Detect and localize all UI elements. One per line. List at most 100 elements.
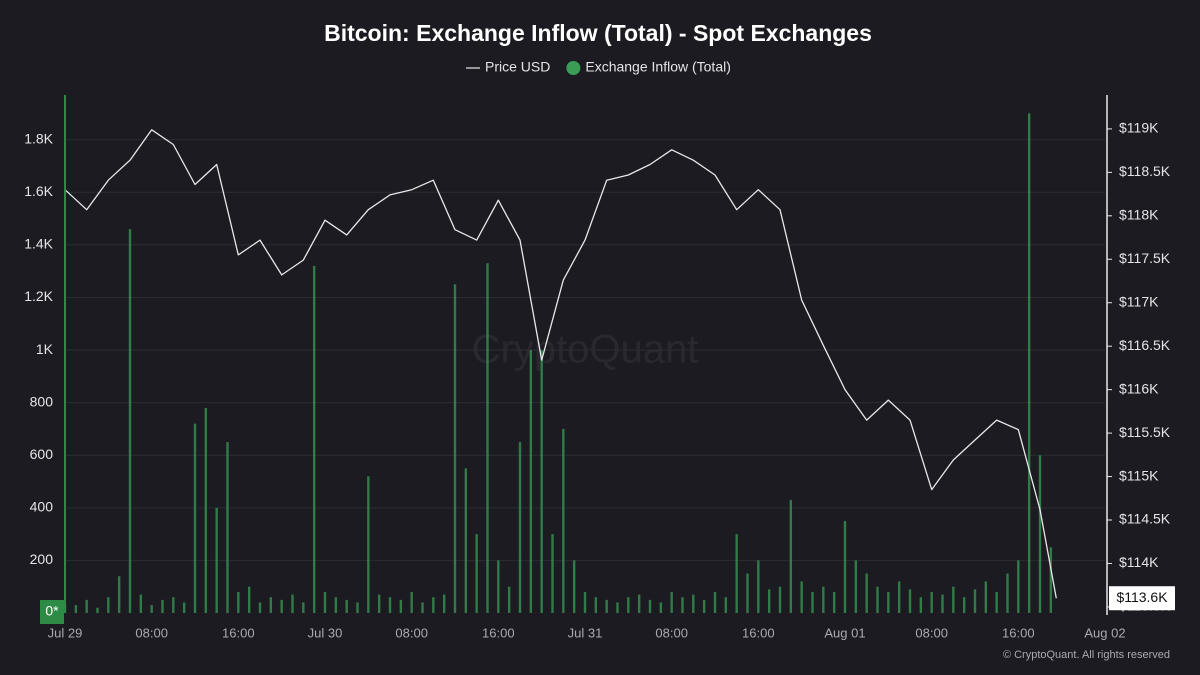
bar	[356, 602, 359, 613]
bar	[767, 589, 771, 613]
bar	[692, 594, 695, 613]
bar	[908, 589, 912, 613]
zero-badge	[40, 600, 64, 624]
y2-tick-label: $116.5K	[1119, 337, 1171, 353]
legend: Price USD Exchange Inflow (Total)	[466, 59, 731, 75]
bar	[876, 586, 879, 613]
bar	[811, 591, 814, 613]
bar	[854, 560, 858, 613]
bar	[822, 586, 825, 613]
x-tick-label: 08:00	[135, 625, 168, 640]
bar	[572, 560, 576, 613]
bar	[85, 599, 88, 613]
bar	[789, 499, 793, 613]
bar	[594, 597, 598, 613]
bar	[778, 586, 782, 613]
bar	[486, 263, 489, 613]
bar	[302, 602, 305, 613]
y2-tick-label: $116K	[1119, 380, 1159, 396]
y-tick-label: 1.2K	[24, 288, 53, 304]
bar	[182, 602, 186, 613]
chart-title: Bitcoin: Exchange Inflow (Total) - Spot …	[324, 20, 872, 46]
y2-tick-label: $115K	[1119, 467, 1159, 483]
legend-label: Price USD	[485, 59, 550, 75]
bar	[659, 602, 663, 613]
bar	[161, 599, 164, 613]
y2-tick-label: $117K	[1119, 293, 1159, 309]
bar	[247, 586, 251, 613]
bar	[724, 597, 728, 613]
bar	[887, 591, 890, 613]
bar	[518, 442, 522, 613]
x-tick-label: Jul 29	[48, 625, 83, 640]
bar	[237, 591, 240, 613]
y-tick-label: 1.4K	[24, 236, 53, 252]
bar	[616, 602, 619, 613]
bar	[984, 581, 988, 613]
footer: © CryptoQuant. All rights reserved	[1003, 649, 1170, 661]
bar	[1006, 573, 1009, 613]
bar	[107, 597, 110, 613]
bar	[562, 428, 565, 613]
bar	[930, 591, 933, 613]
bar	[529, 350, 533, 613]
y2-tick-label: $118K	[1119, 207, 1159, 223]
bar	[681, 597, 684, 613]
x-tick-label: 08:00	[915, 625, 948, 640]
legend-swatch	[566, 61, 581, 75]
bar	[1049, 547, 1053, 613]
y-tick-label: 400	[30, 499, 54, 515]
bar	[258, 602, 262, 613]
bar	[226, 442, 229, 613]
bar	[648, 599, 652, 613]
bar	[74, 605, 78, 613]
bar	[507, 586, 511, 613]
x-tick-label: Jul 31	[568, 625, 603, 640]
bar	[713, 591, 717, 613]
bar	[843, 520, 847, 613]
bar	[323, 591, 327, 613]
y-tick-label: 600	[30, 446, 54, 462]
y2-tick-label: $114.5K	[1119, 511, 1171, 527]
bar	[453, 284, 457, 613]
y-tick-label: 1K	[36, 341, 54, 357]
x-tick-label: Jul 30	[308, 625, 343, 640]
bar	[410, 591, 413, 613]
x-tick-label: 16:00	[222, 625, 255, 640]
y2-tick-label: $114K	[1119, 554, 1159, 570]
bar	[832, 591, 836, 613]
y-tick-label: 200	[30, 551, 54, 567]
y2-tick-label: $119K	[1119, 120, 1159, 136]
bar	[1038, 455, 1042, 613]
bar	[399, 599, 403, 613]
bar	[962, 597, 966, 613]
bar	[128, 229, 132, 614]
bar	[334, 597, 338, 613]
bar	[670, 591, 673, 613]
y-tick-label: 1.8K	[24, 130, 53, 146]
y2-tick-label: $117.5K	[1119, 250, 1171, 266]
bar	[551, 534, 554, 613]
bar	[291, 594, 294, 613]
bar	[941, 594, 944, 613]
bar	[1017, 560, 1020, 613]
bar	[973, 589, 977, 613]
bar	[497, 560, 500, 613]
y-tick-label: 800	[30, 393, 54, 409]
bar	[605, 599, 608, 613]
price-badge-label: $113.6K	[1116, 589, 1168, 605]
axes: 0*2004006008001K1.2K1.4K1.6K1.8K$113.5K$…	[24, 95, 1175, 640]
bar	[919, 597, 923, 613]
y-tick-label: 1.6K	[24, 183, 53, 199]
bar	[464, 468, 468, 613]
bar	[1027, 113, 1031, 613]
bar	[139, 594, 143, 613]
bar	[757, 560, 760, 613]
bar	[117, 576, 121, 613]
bar	[702, 599, 706, 613]
bars	[63, 113, 1053, 614]
bar	[800, 581, 803, 613]
bar	[193, 423, 197, 613]
bar	[280, 599, 283, 613]
bar	[367, 476, 370, 613]
